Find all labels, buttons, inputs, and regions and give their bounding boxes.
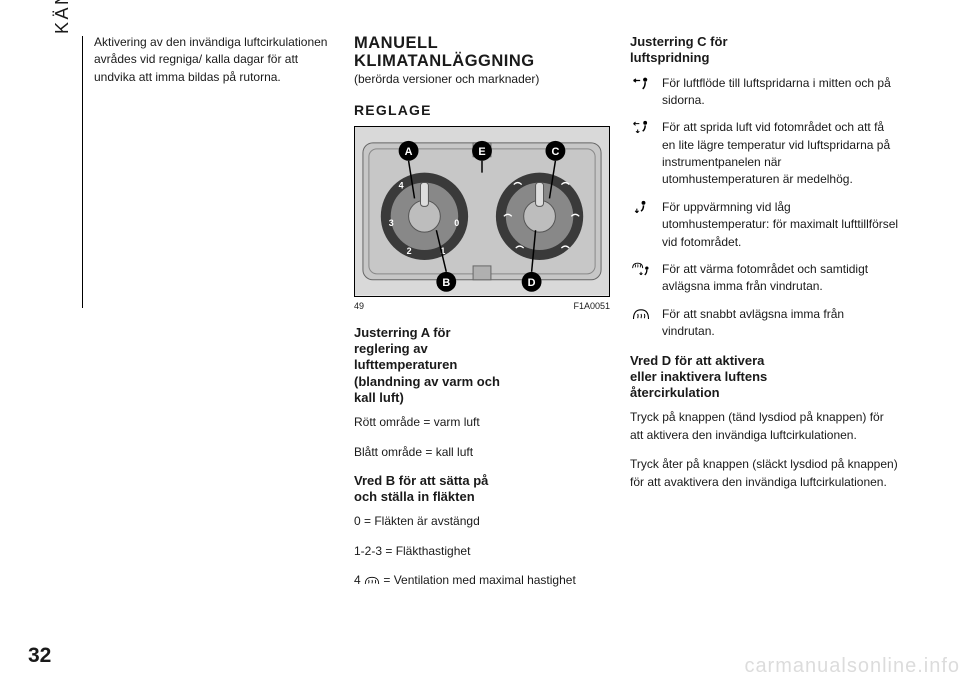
heading-justerring-c: Justerring C för luftspridning [630,34,900,67]
air-feet-icon [630,199,652,217]
climate-control-diagram: 4 3 2 1 0 [355,127,609,296]
svg-text:0: 0 [454,219,459,229]
svg-text:A: A [405,146,413,158]
content-columns: Aktivering av den invändiga luftcirkulat… [94,34,900,626]
defrost-icon [364,573,380,587]
svg-text:B: B [442,277,450,289]
air-mode-face-feet: För att sprida luft vid fotområdet och a… [630,119,900,189]
air-mode-defrost: För att snabbt avlägsna imma från vindru… [630,306,900,341]
heading-subnote: (berörda versioner och marknader) [354,72,610,86]
air-feet-defrost-text: För att värma fotområdet och samtidigt a… [662,261,900,296]
figure-caption: 49 F1A0051 [354,301,610,311]
heading-reglage: REGLAGE [354,102,610,118]
air-defrost-icon [630,306,652,324]
watermark: carmanualsonline.info [744,655,960,678]
para-fan-4: 4 = Ventilation med maximal hastighet [354,572,610,589]
svg-text:C: C [551,146,559,158]
heading-vred-d: Vred D för att aktivera eller inaktivera… [630,353,900,402]
svg-text:E: E [478,146,485,158]
air-feet-text: För uppvärmning vid låg utomhustemperatu… [662,199,900,251]
air-feet-defrost-icon [630,261,652,279]
column-3: Justerring C för luftspridning För luftf… [630,34,900,626]
air-mode-feet: För uppvärmning vid låg utomhustemperatu… [630,199,900,251]
h1-line1: MANUELL [354,34,438,52]
heading-vred-b: Vred B för att sätta på och ställa in fl… [354,473,610,506]
para-recirc-off: Tryck åter på knappen (släckt lysdiod på… [630,456,900,491]
h1-line2: KLIMATANLÄGGNING [354,52,535,70]
column-2: MANUELL KLIMATANLÄGGNING (berörda versio… [354,34,610,626]
para-fan-123: 1-2-3 = Fläkthastighet [354,543,610,560]
heading-justerring-a: Justerring A för reglering av lufttemper… [354,325,610,406]
svg-text:4: 4 [399,181,404,191]
air-mode-feet-defrost: För att värma fotområdet och samtidigt a… [630,261,900,296]
air-mode-face: För luftflöde till luftspridarna i mitte… [630,75,900,110]
para-red-area: Rött område = varm luft [354,414,610,431]
column-1: Aktivering av den invändiga luftcirkulat… [94,34,334,626]
figure-code: F1A0051 [573,301,610,311]
air-defrost-text: För att snabbt avlägsna imma från vindru… [662,306,900,341]
figure-number: 49 [354,301,364,311]
svg-text:3: 3 [389,219,394,229]
air-face-icon [630,75,652,93]
air-face-feet-text: För att sprida luft vid fotområdet och a… [662,119,900,189]
para-blue-area: Blått område = kall luft [354,444,610,461]
col1-para: Aktivering av den invändiga luftcirkulat… [94,34,334,86]
svg-text:2: 2 [407,246,412,256]
sidebar-rule [82,36,83,308]
heading-manuell: MANUELL KLIMATANLÄGGNING [354,34,610,70]
air-face-text: För luftflöde till luftspridarna i mitte… [662,75,900,110]
air-face-feet-icon [630,119,652,137]
para-fan-0: 0 = Fläkten är avstängd [354,513,610,530]
svg-text:D: D [528,277,536,289]
para-recirc-on: Tryck på knappen (tänd lysdiod på knappe… [630,409,900,444]
figure-49: 4 3 2 1 0 [354,126,610,297]
sidebar-chapter-label: KÄNNEDOM OM FORDONET [52,0,73,34]
page-number: 32 [28,644,51,668]
